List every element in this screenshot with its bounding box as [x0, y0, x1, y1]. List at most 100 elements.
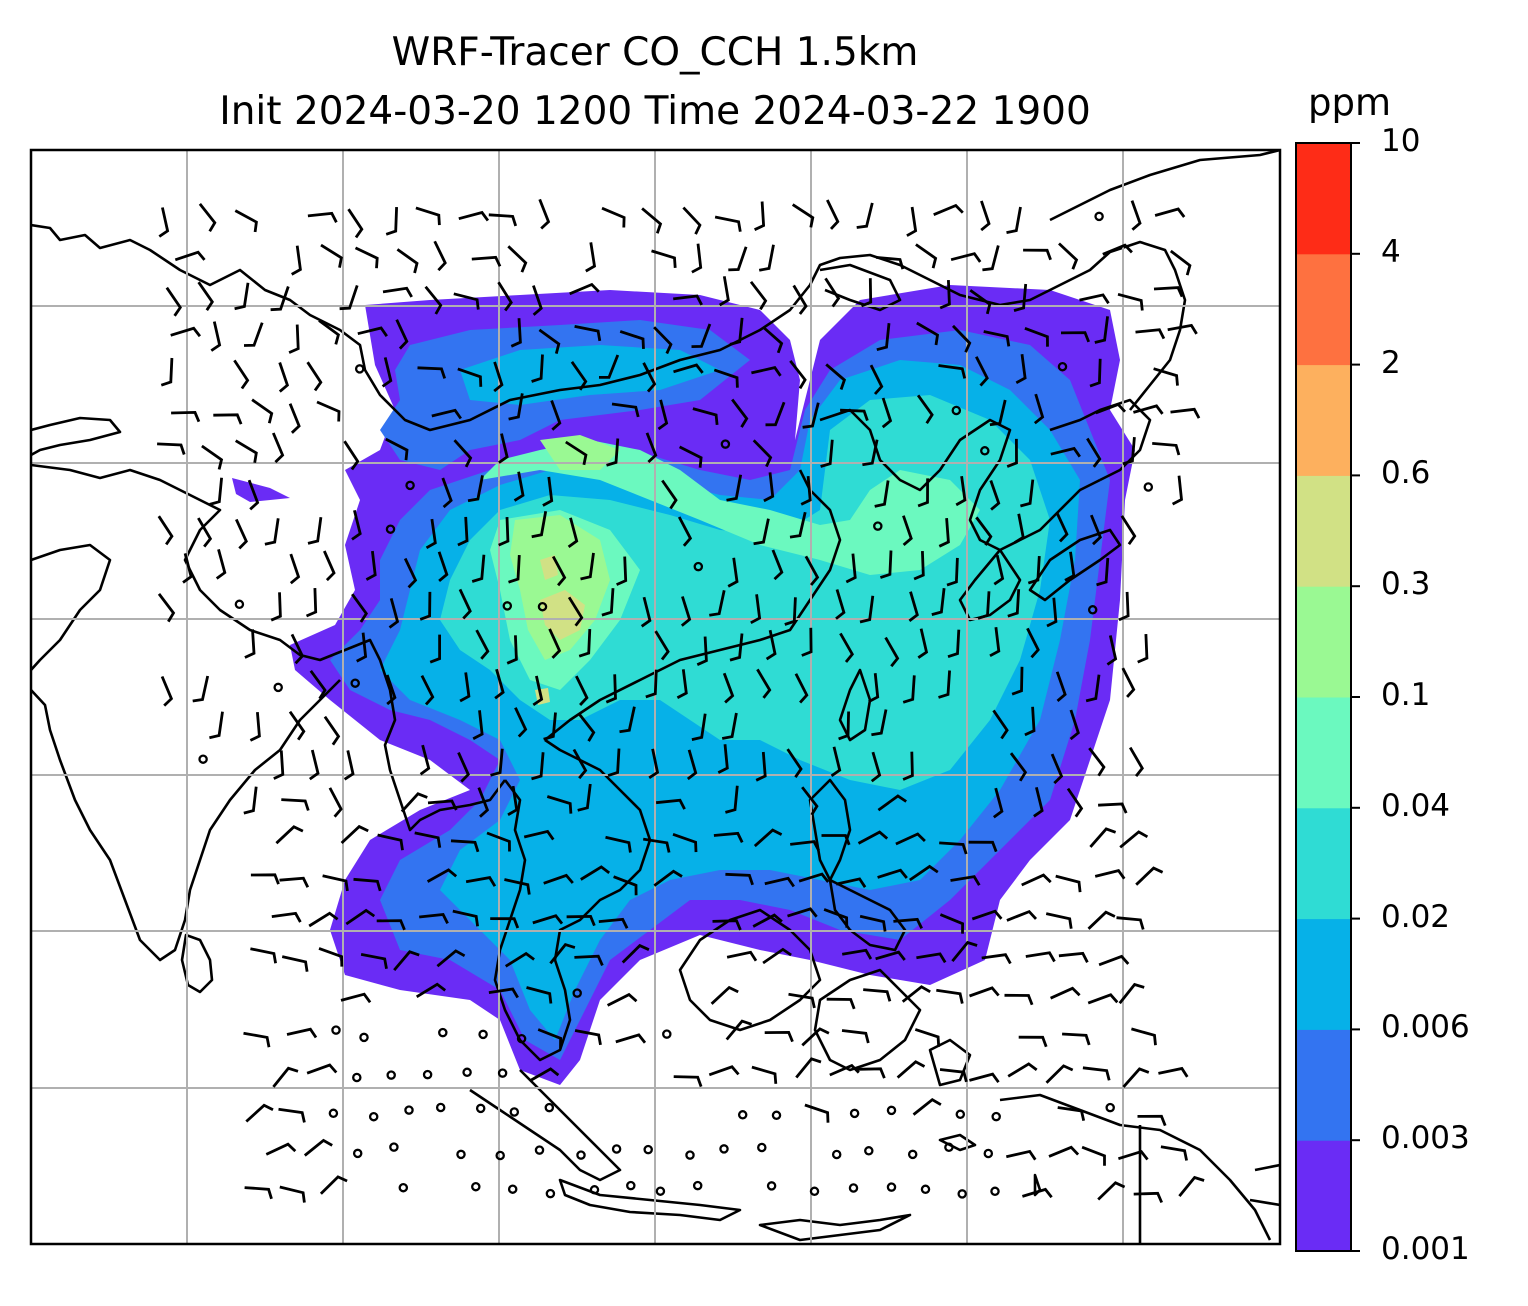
wind-barb [686, 749, 698, 781]
wind-barb [307, 517, 323, 545]
calm-wind-circle [720, 439, 731, 449]
calm-wind-circle [576, 1150, 586, 1160]
wind-barb [1135, 866, 1164, 886]
wind-barb [615, 1033, 647, 1044]
wind-barb [381, 357, 393, 388]
wind-barb [1106, 635, 1118, 666]
wind-barb [343, 440, 360, 471]
wind-barb [316, 400, 341, 422]
wind-barb [728, 246, 748, 272]
colorbar-unit: ppm [1308, 81, 1392, 124]
wind-barb [1094, 869, 1126, 880]
wind-barb [160, 675, 174, 707]
wind-barb [661, 479, 678, 510]
wind-barb [951, 324, 972, 353]
wind-barb [490, 748, 504, 777]
calm-wind-circle [983, 1148, 994, 1159]
wind-barb [318, 319, 341, 345]
calm-wind-circle [398, 1182, 409, 1193]
wind-barb [574, 954, 604, 966]
wind-barb [771, 549, 784, 581]
wind-barb [642, 362, 657, 393]
wind-barb [863, 988, 892, 1002]
wind-barb [477, 787, 490, 818]
wind-barb [453, 292, 480, 310]
colorbar-segment [1296, 143, 1351, 255]
wind-barb [916, 394, 934, 424]
wind-barb [504, 878, 531, 895]
calm-wind-circle [737, 1110, 748, 1120]
wind-barb [486, 831, 511, 852]
wind-barb [756, 668, 772, 699]
wind-barb [791, 203, 815, 228]
calm-wind-circle [544, 1102, 555, 1113]
wind-barb [1009, 752, 1028, 782]
wind-barb [606, 438, 620, 467]
wind-barb [1137, 1114, 1167, 1127]
wind-barb [209, 711, 224, 740]
calm-wind-circle [534, 1145, 545, 1155]
wind-barb [1045, 912, 1073, 929]
wind-barb [876, 323, 891, 352]
wind-barb [1060, 331, 1091, 343]
wind-barb [798, 872, 830, 883]
wind-barb [1050, 986, 1081, 1000]
wind-barb [281, 955, 309, 972]
wind-barb [531, 752, 545, 781]
wind-barb [306, 361, 323, 392]
wind-barb [424, 285, 443, 315]
wind-barb [749, 280, 768, 311]
wind-barb [508, 555, 521, 584]
wind-barb [165, 286, 182, 317]
wind-barb [577, 712, 596, 742]
wind-barb [1007, 1062, 1038, 1078]
wind-barb [243, 1031, 271, 1048]
wind-barb [840, 408, 869, 422]
wind-barb [570, 360, 588, 391]
calm-wind-circle [352, 1148, 363, 1159]
wind-barb [543, 873, 574, 885]
wind-barb [1118, 982, 1145, 1005]
wind-barb [751, 366, 782, 377]
wind-barb [1137, 634, 1149, 664]
wind-barb [1079, 293, 1110, 305]
wind-barb [1006, 206, 1022, 234]
wind-barb [365, 550, 377, 581]
wind-barb [271, 911, 302, 923]
wind-barb [272, 432, 285, 464]
wind-barb [400, 792, 428, 813]
wind-barb [713, 368, 739, 388]
wind-barb [824, 277, 841, 308]
calm-wind-circle [1087, 605, 1098, 615]
wind-barb [420, 674, 435, 706]
calm-wind-circle [507, 1184, 518, 1194]
wind-barb [1122, 436, 1136, 466]
wind-barb [1046, 597, 1058, 628]
wind-barb [845, 553, 857, 584]
calm-wind-circle [849, 1108, 860, 1119]
wind-barb [829, 1063, 860, 1077]
wind-barb [577, 783, 592, 812]
wind-barb [551, 555, 567, 587]
calm-wind-circle [385, 524, 396, 534]
wind-barb [353, 877, 382, 892]
wind-barb [458, 588, 472, 620]
wind-barb [457, 516, 469, 547]
wind-barb [1098, 802, 1128, 814]
wind-barb [565, 440, 588, 466]
wind-barb [340, 824, 369, 845]
wind-barb [881, 397, 893, 429]
wind-barb [382, 286, 413, 298]
wind-barb [902, 675, 916, 704]
wind-barb [729, 633, 744, 662]
wind-barb [490, 917, 520, 929]
calm-wind-circle [273, 682, 283, 693]
wind-barb [306, 1063, 338, 1075]
wind-barb [160, 357, 174, 387]
wind-barb [1020, 479, 1035, 508]
wind-barb [750, 594, 762, 625]
wind-barb [931, 588, 946, 616]
calm-wind-circle [328, 1108, 339, 1119]
wind-barb [915, 243, 938, 269]
calm-wind-circle [719, 1144, 729, 1154]
